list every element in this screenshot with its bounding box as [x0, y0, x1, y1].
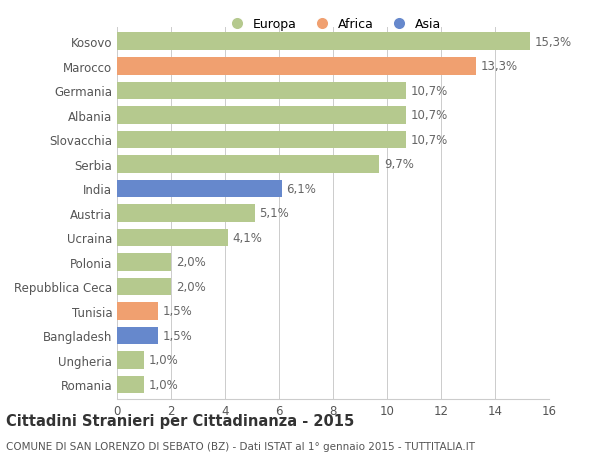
Bar	[117, 34, 530, 51]
Text: Cittadini Stranieri per Cittadinanza - 2015: Cittadini Stranieri per Cittadinanza - 2…	[6, 413, 354, 428]
Text: 9,7%: 9,7%	[384, 158, 413, 171]
Text: 1,0%: 1,0%	[149, 378, 179, 391]
Text: 5,1%: 5,1%	[260, 207, 289, 220]
Bar	[117, 352, 144, 369]
Text: 13,3%: 13,3%	[481, 60, 518, 73]
Bar	[117, 58, 476, 75]
Bar	[117, 131, 406, 149]
Text: 1,5%: 1,5%	[163, 305, 192, 318]
Bar	[117, 278, 171, 296]
Text: 10,7%: 10,7%	[411, 109, 448, 122]
Bar	[117, 82, 406, 100]
Bar	[117, 327, 157, 345]
Text: COMUNE DI SAN LORENZO DI SEBATO (BZ) - Dati ISTAT al 1° gennaio 2015 - TUTTITALI: COMUNE DI SAN LORENZO DI SEBATO (BZ) - D…	[6, 441, 475, 451]
Text: 2,0%: 2,0%	[176, 256, 206, 269]
Bar	[117, 205, 254, 222]
Bar	[117, 376, 144, 393]
Text: 2,0%: 2,0%	[176, 280, 206, 293]
Bar	[117, 180, 282, 198]
Bar	[117, 302, 157, 320]
Legend: Europa, Africa, Asia: Europa, Africa, Asia	[220, 13, 446, 36]
Text: 10,7%: 10,7%	[411, 134, 448, 146]
Bar	[117, 156, 379, 174]
Text: 1,0%: 1,0%	[149, 354, 179, 367]
Bar	[117, 253, 171, 271]
Text: 10,7%: 10,7%	[411, 84, 448, 98]
Text: 1,5%: 1,5%	[163, 329, 192, 342]
Bar	[117, 107, 406, 124]
Bar	[117, 229, 228, 246]
Text: 6,1%: 6,1%	[287, 183, 316, 196]
Text: 4,1%: 4,1%	[233, 231, 262, 244]
Text: 15,3%: 15,3%	[535, 36, 572, 49]
